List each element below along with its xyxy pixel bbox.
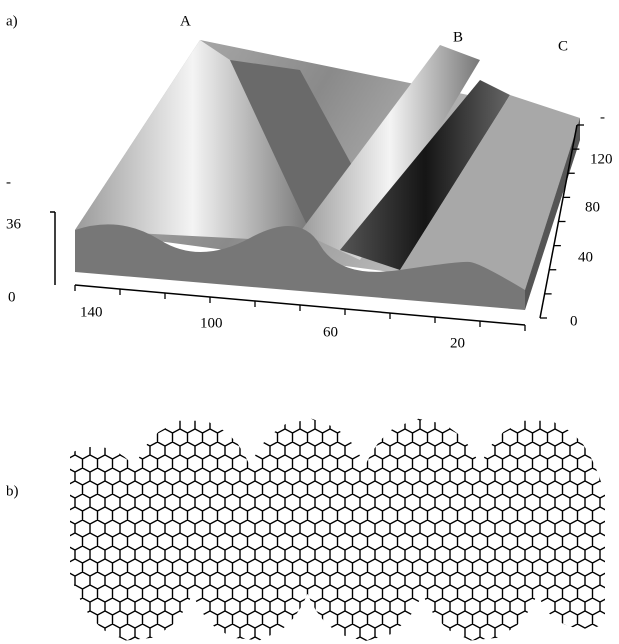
- figure: a) A B C - 36 0 140 100 60 20 0 40 80 12…: [0, 0, 619, 644]
- x-tick-label: 20: [450, 335, 465, 351]
- helix-mesh: [70, 415, 605, 644]
- peak-label: C: [558, 38, 568, 54]
- y-tick-label: 40: [578, 249, 593, 265]
- x-tick-label: 60: [323, 324, 338, 340]
- peak-label: A: [180, 13, 191, 29]
- panel-label: b): [6, 483, 19, 499]
- z-tick-label: 0: [8, 289, 16, 305]
- x-tick-label: 140: [80, 304, 103, 320]
- panel-label: a): [6, 13, 18, 29]
- y-tick-label: 80: [585, 199, 600, 215]
- x-tick-label: 100: [200, 315, 223, 331]
- y-tick-label: 120: [590, 151, 613, 167]
- z-tick-label: 36: [6, 216, 22, 232]
- peak-label: B: [453, 29, 463, 45]
- z-tick-label: -: [6, 174, 11, 190]
- y-tick-label: 0: [570, 313, 578, 329]
- y-tick-label: -: [600, 109, 605, 125]
